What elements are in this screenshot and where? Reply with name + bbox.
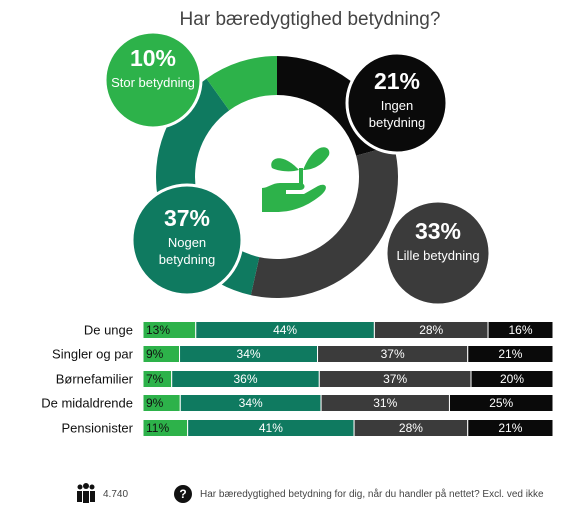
bubble-category: Nogen betydning [158,235,216,267]
bar-label: 37% [383,372,407,386]
chart-title: Har bæredygtighed betydning? [180,9,441,30]
question: Har bæredygtighed betydning for dig, når… [200,489,544,500]
people-icon [77,483,95,503]
bubble [384,199,492,307]
bar-segment [487,321,554,339]
bar-label: 21% [498,347,522,361]
bar-label: 31% [373,396,397,410]
row-label: Singler og par [52,346,134,361]
row-label: Børnefamilier [56,371,134,386]
row-label: De unge [84,322,133,337]
row-label: De midaldrende [41,395,133,410]
bubble-category: Ingen betydning [368,98,426,130]
bar-label: 13% [146,323,170,337]
bar-label: 25% [489,396,513,410]
question-icon: ? [174,485,192,503]
bar-segment [467,419,554,437]
bar-label: 21% [498,421,522,435]
donut-slice [250,145,398,298]
bubble-label: 21% Ingen betydning [352,68,442,131]
bar-label: 7% [146,372,164,386]
bubble-label: 37% Nogen betydning [142,205,232,268]
bubble [345,51,449,155]
bar-label: 34% [239,396,263,410]
bubble [130,183,244,297]
row-label: Pensionister [61,420,133,435]
bar-label: 37% [381,347,405,361]
bar-segment [448,394,554,412]
bar-label: 36% [233,372,257,386]
bubble-category: Stor betydning [111,75,195,90]
bubble-value: 10% [129,45,177,71]
bubble-label: 10% Stor betydning [108,45,198,91]
bubble [103,30,203,130]
bar-label: 28% [419,323,443,337]
donut-slice [206,56,277,111]
plant-icon [262,147,330,212]
bubble-value: 37% [163,205,211,231]
bar-label: 28% [399,421,423,435]
bubble-value: 33% [414,218,462,244]
svg-text:?: ? [179,487,186,501]
bar-label: 16% [509,323,533,337]
bar-label: 9% [146,396,164,410]
bar-label: 44% [273,323,297,337]
bar-label: 11% [146,421,169,435]
bar-segment [467,345,554,363]
bar-label: 34% [237,347,261,361]
bubble-category: Lille betydning [396,248,480,263]
bar-segment [470,370,554,388]
bar-label: 20% [500,372,524,386]
bar-label: 41% [259,421,283,435]
bar-label: 9% [146,347,164,361]
respondents: 4.740 [103,489,129,500]
bubble-label: 33% Lille betydning [393,218,483,264]
bubble-value: 21% [373,68,421,94]
